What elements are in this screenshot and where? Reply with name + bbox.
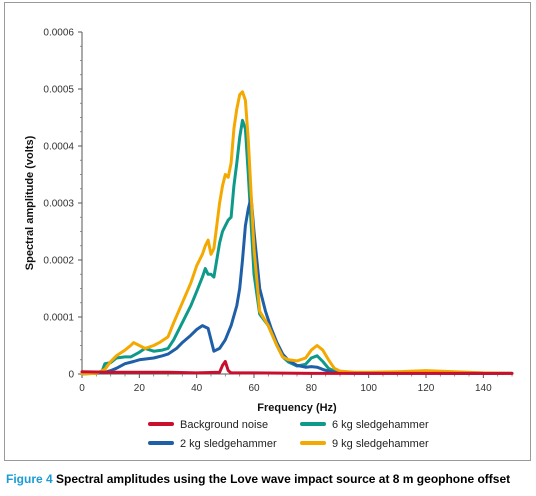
x-axis-title: Frequency (Hz) [257,402,337,414]
legend-label-9-kg-sledgehammer: 9 kg sledgehammer [332,438,429,450]
figure-caption-text: Spectral amplitudes using the Love wave … [56,472,511,486]
legend-label-2-kg-sledgehammer: 2 kg sledgehammer [180,438,277,450]
x-tick-label: 140 [475,383,492,394]
x-tick-label: 120 [418,383,435,394]
y-tick-label: 0.0005 [43,85,74,96]
y-tick-label: 0.0002 [43,256,74,267]
series-lines [80,90,514,376]
legend-label-background-noise: Background noise [180,419,268,431]
x-tick-label: 40 [191,383,203,394]
series-line-2-kg-sledgehammer [80,195,514,376]
x-tick-label: 100 [360,383,377,394]
y-tick-label: 0.0006 [43,28,74,39]
figure-caption: Figure 4 Spectral amplitudes using the L… [6,472,510,486]
series-line-6-kg-sledgehammer [80,118,514,376]
x-tick-label: 60 [248,383,260,394]
x-tick-label: 80 [306,383,318,394]
series-line-background-noise [80,360,514,375]
x-tick-label: 20 [134,383,146,394]
y-tick-label: 0.0004 [43,142,74,153]
y-axis-title: Spectral amplitude (volts) [24,135,36,270]
figure-label: Figure 4 [6,472,53,486]
y-tick-label: 0.0001 [43,313,74,324]
legend-label-6-kg-sledgehammer: 6 kg sledgehammer [332,419,429,431]
legend: Background noise 6 kg sledgehammer 2 kg sl… [148,419,429,450]
series-line-9-kg-sledgehammer [80,90,514,376]
chart: 0 0.0001 0.0002 0.0003 0.0004 0.0005 0.0006 0 20… [24,28,514,450]
figure-frame [4,2,531,461]
axes: 0 0.0001 0.0002 0.0003 0.0004 0.0005 0.0006 0 20… [24,28,513,414]
y-tick-label: 0 [68,370,74,381]
x-tick-label: 0 [79,383,85,394]
y-tick-label: 0.0003 [43,199,74,210]
